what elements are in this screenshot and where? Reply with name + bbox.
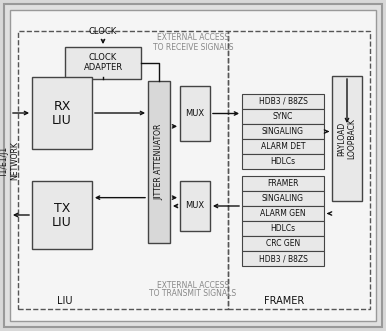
Text: HDLCs: HDLCs: [271, 157, 296, 166]
Bar: [65, 47, 141, 79]
Bar: [180, 86, 210, 141]
Text: ADAPTER: ADAPTER: [83, 64, 123, 72]
Text: MUX: MUX: [185, 202, 205, 211]
Text: MUX: MUX: [185, 109, 205, 118]
Text: SYNC: SYNC: [273, 112, 293, 121]
Text: TX: TX: [54, 202, 70, 214]
Bar: [32, 181, 92, 249]
Text: T1/E1/J1
NETWORK: T1/E1/J1 NETWORK: [0, 142, 20, 180]
Bar: [242, 206, 324, 221]
Text: TO RECEIVE SIGNALS: TO RECEIVE SIGNALS: [153, 42, 233, 52]
Bar: [242, 251, 324, 266]
Text: CLOCK: CLOCK: [89, 26, 117, 35]
Text: ALARM DET: ALARM DET: [261, 142, 305, 151]
Text: PAYLOAD
LOOPBACK: PAYLOAD LOOPBACK: [337, 118, 357, 159]
Text: EXTERNAL ACCESS: EXTERNAL ACCESS: [157, 280, 229, 290]
Bar: [242, 124, 324, 139]
Bar: [242, 176, 324, 191]
Text: FRAMER: FRAMER: [267, 179, 299, 188]
Text: EXTERNAL ACCESS: EXTERNAL ACCESS: [157, 32, 229, 41]
Text: CLOCK: CLOCK: [89, 54, 117, 63]
Bar: [180, 181, 210, 231]
Text: HDB3 / B8ZS: HDB3 / B8ZS: [259, 254, 307, 263]
Bar: [242, 221, 324, 236]
Text: LIU: LIU: [52, 115, 72, 127]
Text: TO TRANSMIT SIGNALS: TO TRANSMIT SIGNALS: [149, 290, 237, 299]
Text: SINGALING: SINGALING: [262, 127, 304, 136]
Bar: [242, 236, 324, 251]
Text: SINGALING: SINGALING: [262, 194, 304, 203]
Text: HDB3 / B8ZS: HDB3 / B8ZS: [259, 97, 307, 106]
Bar: [242, 139, 324, 154]
Text: HDLCs: HDLCs: [271, 224, 296, 233]
Bar: [242, 109, 324, 124]
Bar: [242, 191, 324, 206]
Text: LIU: LIU: [57, 296, 73, 306]
Bar: [242, 154, 324, 169]
Text: JITTER ATTENUATOR: JITTER ATTENUATOR: [154, 124, 164, 200]
Bar: [148, 81, 170, 243]
Text: LIU: LIU: [52, 216, 72, 229]
Bar: [32, 77, 92, 149]
Bar: [18, 31, 228, 309]
Text: FRAMER: FRAMER: [264, 296, 304, 306]
Bar: [228, 31, 370, 309]
Text: RX: RX: [53, 100, 71, 113]
Text: ALARM GEN: ALARM GEN: [260, 209, 306, 218]
Bar: [332, 76, 362, 201]
Text: CRC GEN: CRC GEN: [266, 239, 300, 248]
Bar: [242, 94, 324, 109]
